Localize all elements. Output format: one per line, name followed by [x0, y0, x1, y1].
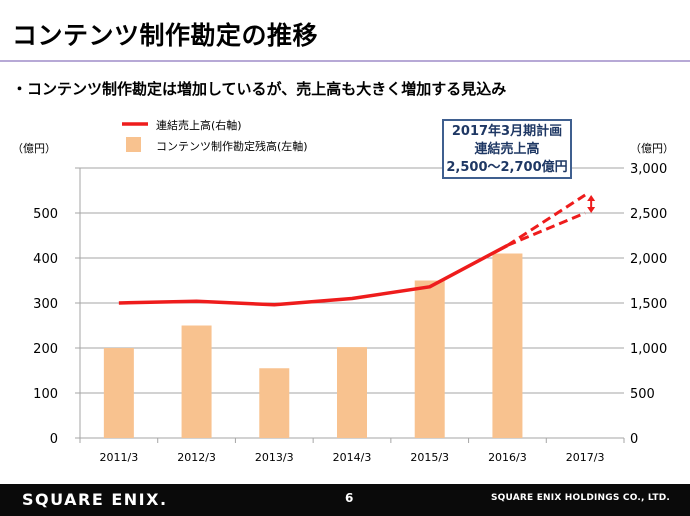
left-axis-tick-label: 300 — [33, 297, 58, 312]
right-axis-unit: （億円） — [630, 142, 674, 155]
left-axis-tick-label: 0 — [50, 432, 58, 447]
x-axis-tick-label: 2014/3 — [333, 451, 372, 464]
legend-line-label: 連結売上高(右軸) — [156, 118, 242, 132]
forecast-callout: 2017年3月期計画 連結売上高 2,500～2,700億円 — [442, 119, 572, 179]
bar — [414, 280, 445, 438]
right-axis-tick-label: 3,000 — [630, 162, 667, 177]
left-axis-tick-label: 400 — [33, 252, 58, 267]
x-axis-tick-label: 2012/3 — [177, 451, 216, 464]
footer-bar — [0, 484, 690, 516]
x-axis-tick-label: 2015/3 — [410, 451, 449, 464]
callout-line-3: 2,500～2,700億円 — [446, 160, 568, 175]
bar — [337, 347, 367, 438]
left-axis-tick-label: 100 — [33, 387, 58, 402]
left-axis-tick-label: 500 — [33, 207, 58, 222]
left-axis-tick-label: 200 — [33, 342, 58, 357]
x-axis-tick-label: 2017/3 — [566, 451, 605, 464]
x-axis-tick-label: 2011/3 — [100, 451, 139, 464]
page-number: 6 — [345, 491, 354, 505]
right-axis-tick-label: 2,000 — [630, 252, 667, 267]
forecast-low-line — [506, 211, 586, 247]
chart: 0 100 200 300 400 500 0 500 1,000 1,500 2,000 2,500… — [12, 118, 674, 464]
company-logo: SQUARE ENIX. — [22, 490, 168, 509]
slide-title: コンテンツ制作勘定の推移 — [12, 21, 319, 50]
slide-subtitle: ・コンテンツ制作勘定は増加しているが、売上高も大きく増加する見込み — [12, 80, 507, 98]
title-underline — [0, 60, 690, 62]
sales-line — [118, 243, 509, 307]
x-axis-tick-label: 2013/3 — [255, 451, 294, 464]
bar — [103, 348, 134, 438]
forecast-arrow-head-up — [587, 195, 596, 201]
right-axis-tick-label: 1,000 — [630, 342, 667, 357]
bar — [181, 325, 212, 438]
legend-bar-swatch — [126, 137, 141, 152]
legend-bar-label: コンテンツ制作勘定残高(左軸) — [156, 139, 308, 153]
footer-company-name: SQUARE ENIX HOLDINGS CO., LTD. — [490, 493, 670, 503]
forecast-high-line — [506, 193, 586, 247]
forecast-arrow-head-down — [587, 207, 596, 213]
x-axis-tick-label: 2016/3 — [488, 451, 527, 464]
right-axis-tick-label: 1,500 — [630, 297, 667, 312]
right-axis-tick-label: 500 — [630, 387, 655, 402]
callout-line-2: 連結売上高 — [474, 142, 540, 157]
bar — [492, 253, 523, 438]
left-axis-unit: （億円） — [12, 142, 56, 155]
callout-line-1: 2017年3月期計画 — [451, 124, 563, 139]
right-axis-tick-label: 2,500 — [630, 207, 667, 222]
bar — [259, 368, 290, 438]
right-axis-tick-label: 0 — [630, 432, 638, 447]
